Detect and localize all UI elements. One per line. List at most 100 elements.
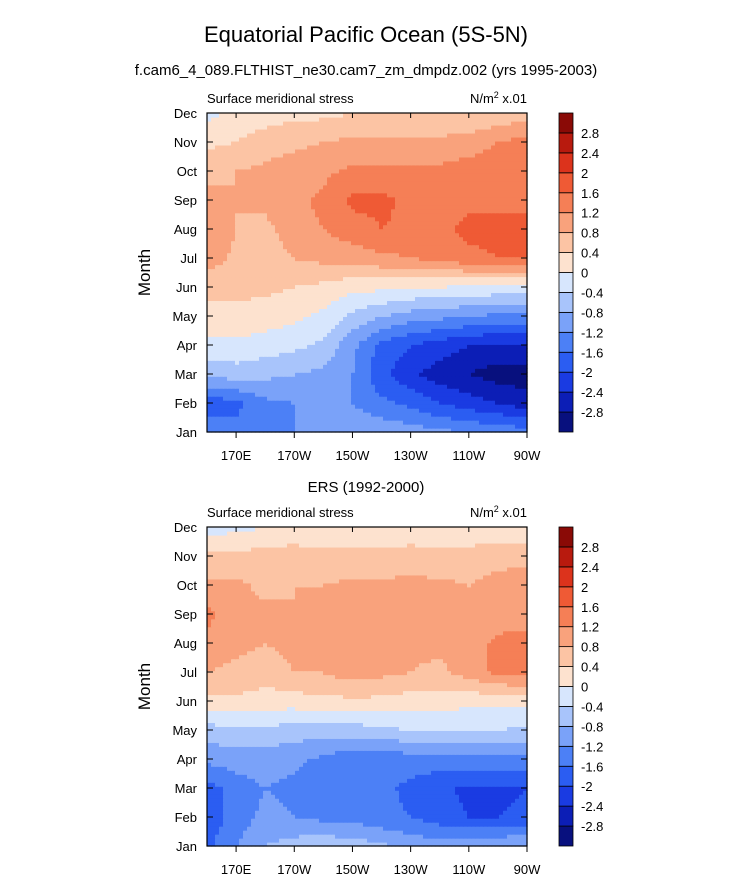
contour-cell	[327, 376, 332, 381]
contour-cell	[359, 276, 364, 282]
contour-cell	[331, 364, 336, 369]
contour-cell	[227, 244, 232, 250]
contour-cell	[427, 292, 432, 298]
contour-cell	[295, 360, 300, 365]
contour-cell	[255, 236, 260, 242]
contour-cell	[459, 384, 464, 389]
contour-cell	[491, 316, 496, 321]
contour-cell	[515, 384, 520, 389]
contour-cell	[367, 380, 372, 385]
contour-cell	[335, 268, 340, 274]
contour-cell	[355, 212, 360, 218]
contour-cell	[495, 256, 500, 262]
contour-cell	[239, 376, 244, 381]
contour-cell	[367, 332, 372, 337]
contour-cell	[275, 324, 280, 329]
contour-cell	[367, 392, 372, 397]
contour-cell	[259, 416, 264, 421]
contour-cell	[491, 276, 496, 282]
contour-cell	[367, 372, 372, 377]
contour-cell	[439, 380, 444, 385]
contour-cell	[239, 252, 244, 258]
contour-cell	[223, 420, 228, 425]
contour-cell	[339, 336, 344, 341]
contour-cell	[239, 368, 244, 373]
contour-cell	[495, 420, 500, 425]
contour-cell	[515, 188, 520, 194]
contour-cell	[299, 192, 304, 198]
contour-cell	[439, 292, 444, 298]
contour-cell	[299, 220, 304, 226]
contour-cell	[303, 364, 308, 369]
contour-cell	[335, 388, 340, 393]
contour-cell	[499, 324, 504, 329]
contour-cell	[391, 184, 396, 190]
contour-cell	[403, 300, 408, 305]
contour-cell	[515, 360, 520, 365]
contour-cell	[379, 412, 384, 417]
contour-cell	[483, 368, 488, 373]
contour-cell	[407, 324, 412, 329]
contour-cell	[363, 248, 368, 254]
contour-cell	[495, 416, 500, 421]
contour-cell	[255, 376, 260, 381]
contour-cell	[247, 404, 252, 409]
contour-cell	[387, 288, 392, 294]
contour-cell	[419, 264, 424, 270]
contour-cell	[471, 236, 476, 242]
contour-cell	[287, 364, 292, 369]
contour-cell	[283, 228, 288, 234]
contour-cell	[343, 272, 348, 278]
contour-cell	[447, 324, 452, 329]
contour-cell	[347, 412, 352, 417]
contour-cell	[423, 200, 428, 206]
contour-cell	[263, 300, 268, 305]
contour-cell	[499, 376, 504, 381]
contour-cell	[451, 248, 456, 254]
contour-cell	[387, 296, 392, 302]
contour-cell	[515, 240, 520, 246]
contour-cell	[211, 312, 216, 317]
contour-cell	[243, 344, 248, 349]
contour-cell	[387, 220, 392, 226]
contour-cell	[295, 284, 300, 290]
contour-cell	[399, 216, 404, 222]
contour-cell	[447, 404, 452, 409]
contour-cell	[267, 380, 272, 385]
contour-cell	[423, 284, 428, 290]
contour-cell	[331, 236, 336, 242]
contour-cell	[343, 260, 348, 266]
contour-cell	[523, 224, 528, 230]
contour-cell	[351, 364, 356, 369]
contour-cell	[503, 280, 508, 286]
contour-cell	[219, 208, 224, 214]
contour-cell	[371, 352, 376, 357]
contour-cell	[391, 320, 396, 325]
contour-cell	[207, 240, 212, 246]
contour-cell	[523, 260, 528, 266]
contour-cell	[475, 404, 480, 409]
contour-cell	[211, 308, 216, 313]
contour-cell	[335, 252, 340, 258]
contour-cell	[375, 396, 380, 401]
contour-cell	[215, 244, 220, 250]
contour-cell	[283, 208, 288, 214]
contour-cell	[511, 208, 516, 214]
contour-cell	[399, 420, 404, 425]
contour-cell	[491, 424, 496, 429]
contour-cell	[419, 236, 424, 242]
contour-cell	[331, 368, 336, 373]
contour-cell	[223, 300, 228, 305]
contour-cell	[323, 376, 328, 381]
contour-cell	[259, 412, 264, 417]
contour-cell	[447, 284, 452, 290]
contour-cell	[247, 292, 252, 298]
contour-cell	[271, 324, 276, 329]
contour-cell	[275, 404, 280, 409]
contour-cell	[411, 184, 416, 190]
contour-cell	[503, 196, 508, 202]
contour-cell	[475, 212, 480, 218]
contour-cell	[491, 284, 496, 290]
contour-cell	[403, 424, 408, 429]
contour-cell	[219, 316, 224, 321]
